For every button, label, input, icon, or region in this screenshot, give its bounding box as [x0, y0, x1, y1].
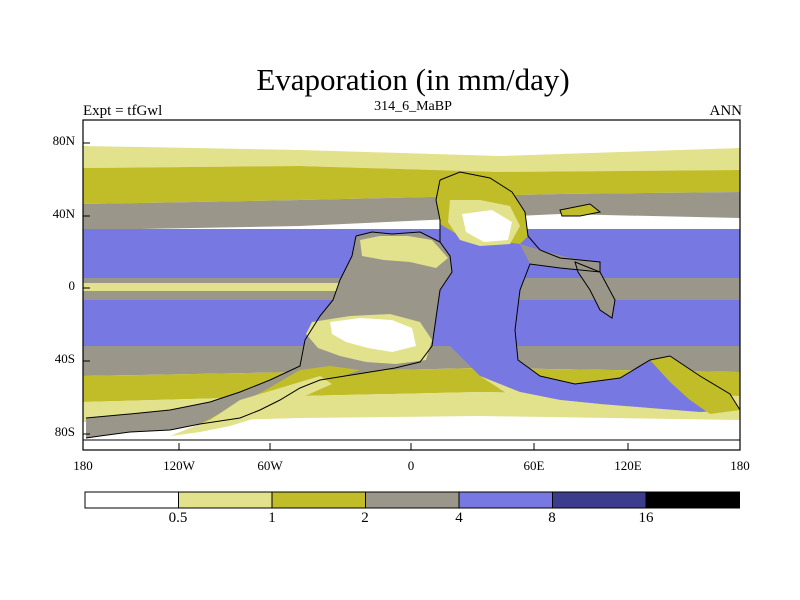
coastline-peninsula [574, 261, 616, 319]
eurasia-desert-core [462, 210, 512, 242]
y-tick-label: 80S [54, 424, 75, 439]
y-tick-label: 80N [52, 133, 75, 148]
x-tick-label: 0 [407, 458, 415, 473]
x-tick-label: 120E [614, 458, 642, 473]
colorbar-label: 1 [268, 510, 276, 526]
coastline-americas [85, 231, 453, 439]
colorbar-box [552, 491, 647, 509]
americas-south-tip [170, 376, 332, 436]
experiment-label: Expt = tfGwl [83, 103, 163, 119]
season-label: ANN [709, 103, 743, 119]
americas-south-arid [330, 318, 416, 352]
coastline-americas-west [85, 235, 357, 419]
x-tick-label: 120W [163, 458, 195, 473]
colorbar-box [84, 491, 179, 509]
colorbar-box [365, 491, 460, 509]
band-polar-north [83, 120, 740, 148]
colorbar-label: 16 [638, 510, 654, 526]
x-tick-label: 60W [257, 458, 283, 473]
band-subarctic [83, 166, 740, 204]
landmass-americas [86, 232, 452, 438]
americas-north-margin [360, 236, 448, 268]
colorbar-box [271, 491, 366, 509]
period-label: 314_6_MaBP [374, 99, 452, 114]
africa-south-margin [480, 376, 600, 408]
colorbar-label: 2 [361, 510, 369, 526]
colorbar-box [178, 491, 273, 509]
x-tick-label: 180 [730, 458, 750, 473]
y-tick-label: 0 [68, 278, 76, 293]
colorbar-label: 8 [548, 510, 556, 526]
x-tick-label: 180 [73, 458, 93, 473]
colorbar-label: 4 [455, 510, 463, 526]
coastline-afro-eurasia [439, 171, 741, 411]
colorbar-box [645, 491, 740, 509]
coastline-northeast [559, 203, 602, 217]
band-arctic [83, 146, 740, 172]
y-tick-label: 40S [54, 351, 75, 366]
chart-title: Evaporation (in mm/day) [256, 62, 570, 97]
northeast-landmass [560, 204, 600, 216]
band-eq-edge [83, 283, 383, 291]
peninsula-southeast [575, 262, 615, 318]
band-north-midlat [83, 192, 740, 230]
colorbar-box [458, 491, 553, 509]
australia-coast [650, 356, 740, 414]
coastline-eurasia-west [435, 179, 441, 242]
colorbar-label: 0.5 [168, 510, 188, 526]
y-tick-label: 40N [52, 206, 75, 221]
x-tick-label: 60E [523, 458, 545, 473]
